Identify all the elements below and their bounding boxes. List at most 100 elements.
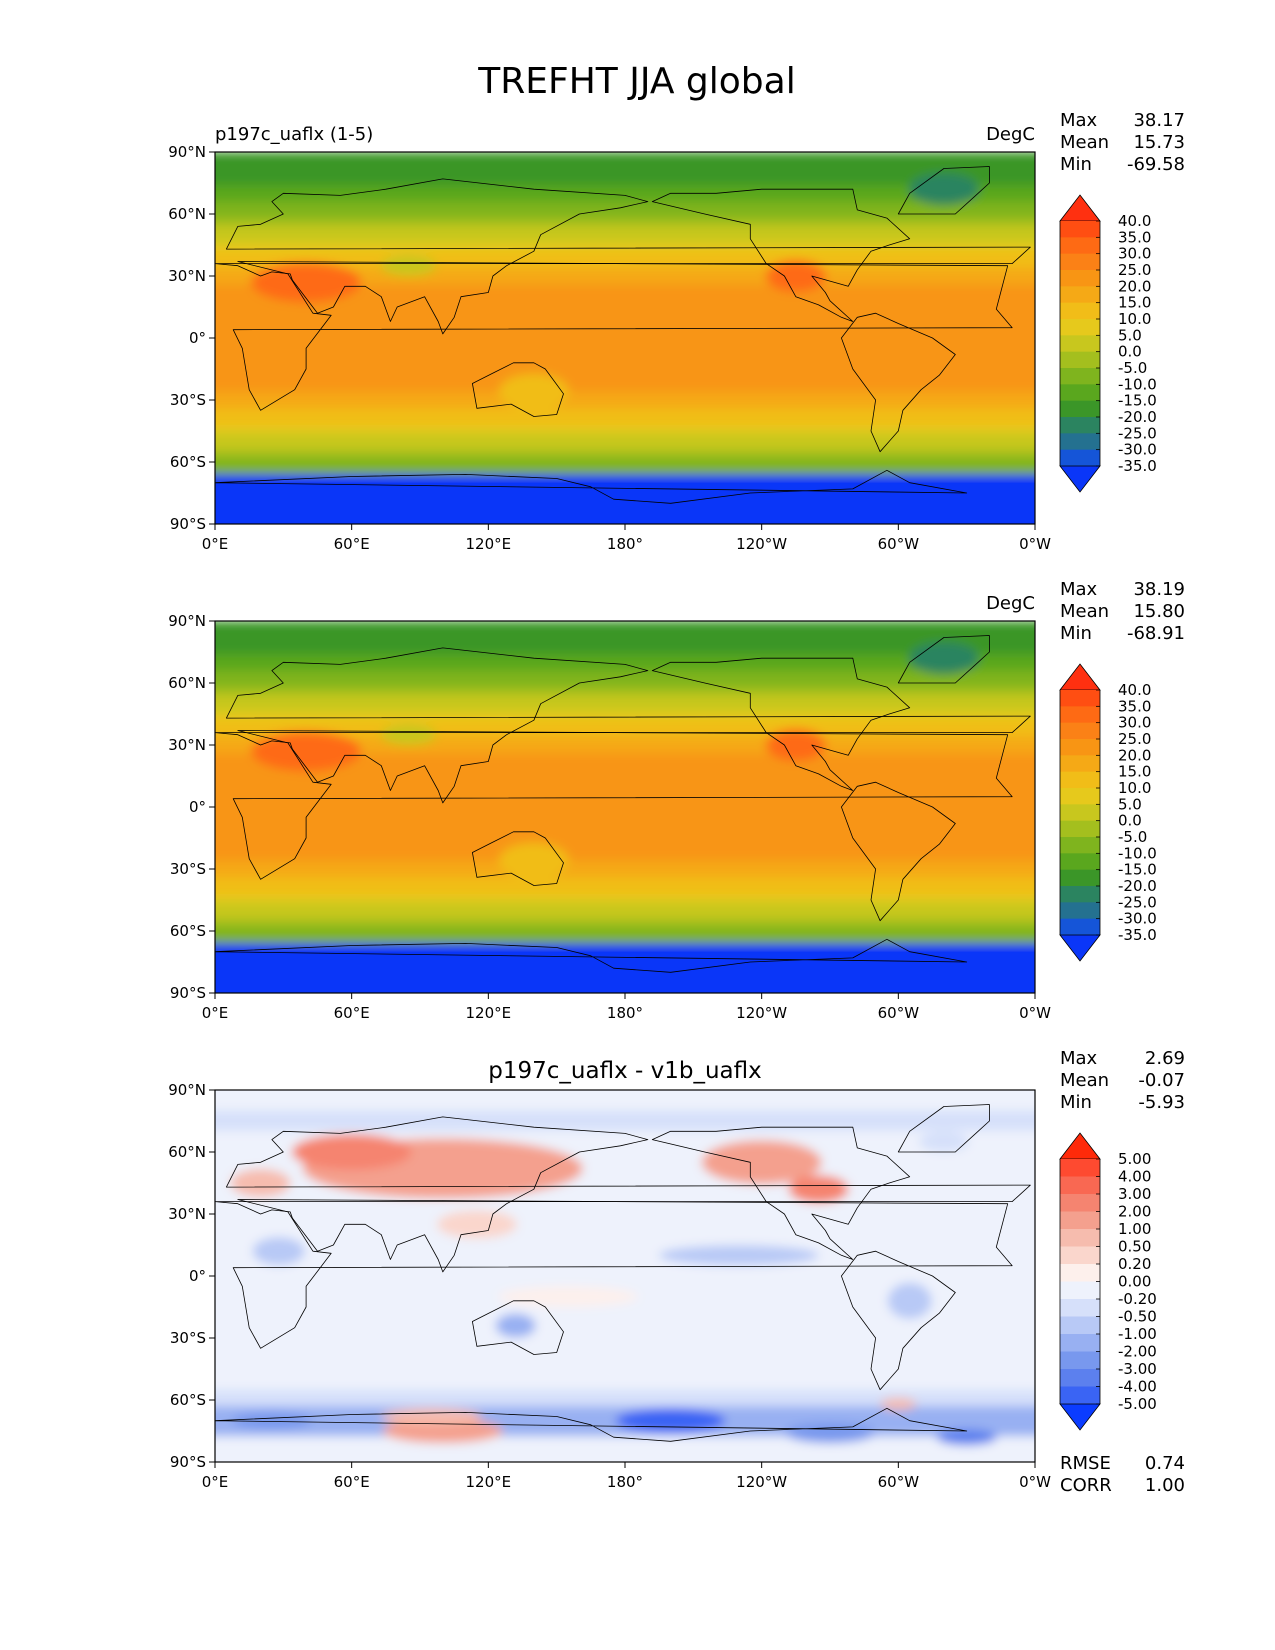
panel-units: DegC — [986, 124, 1035, 145]
colorbar-segment — [1060, 722, 1100, 740]
anomaly-blob — [887, 1282, 932, 1319]
field-band — [215, 827, 1035, 837]
colorbar-tick-label: 20.0 — [1118, 746, 1151, 764]
colorbar-frame — [1059, 221, 1101, 466]
coastline-3 — [651, 657, 911, 791]
panel-units: DegC — [986, 593, 1035, 614]
colorbar-tick-label: 35.0 — [1118, 697, 1151, 715]
anomaly-blob — [291, 1134, 412, 1170]
field-band — [215, 400, 1035, 409]
colorbar-tick-label: 40.0 — [1118, 212, 1151, 230]
colorbar-tick-label: -10.0 — [1118, 375, 1157, 393]
field-band — [215, 852, 1035, 862]
colorbar-segment — [1060, 804, 1100, 822]
colorbar-tick-label: -20.0 — [1118, 877, 1157, 895]
coastline-6 — [215, 469, 968, 524]
hot-spot — [251, 731, 362, 772]
field-band — [215, 943, 1035, 953]
field-band — [215, 433, 1035, 442]
stat-label: Max — [1060, 110, 1098, 131]
field-band — [215, 769, 1035, 779]
x-tick-label: 0°E — [202, 535, 229, 553]
field-band — [215, 317, 1035, 327]
field-band — [215, 375, 1035, 385]
x-tick-label: 180° — [607, 1473, 643, 1491]
coastline-5 — [897, 1104, 990, 1153]
colorbar-segment — [1060, 886, 1100, 903]
colorbar-segment — [1060, 788, 1100, 805]
panel-2: 0°E 60°E 120°E 180° 120°W 60°W 0°W 90°N 60°N 30°N… — [168, 579, 1185, 1022]
colorbar-tick-label: 5.00 — [1118, 1150, 1151, 1168]
colorbar-segment — [1060, 1386, 1100, 1405]
colorbar-segment — [1060, 739, 1100, 756]
colorbar-tick-label: 0.00 — [1118, 1273, 1151, 1291]
x-tick-label: 0°W — [1019, 535, 1051, 553]
y-tick-label: 30°N — [168, 267, 206, 285]
colorbar: 40.035.030.025.020.015.010.05.00.0-5.0-1… — [1059, 663, 1157, 962]
colorbar-segment — [1060, 837, 1100, 854]
stat-value: -5.93 — [1138, 1092, 1185, 1113]
stat-value: 38.17 — [1133, 110, 1185, 131]
colorbar-tick-label: 40.0 — [1118, 681, 1151, 699]
field-band — [215, 654, 1035, 663]
field-band — [215, 176, 1035, 186]
anomaly-blob — [880, 1398, 917, 1411]
field-band — [215, 629, 1035, 639]
field-band — [215, 358, 1035, 368]
colorbar-tick-label: 10.0 — [1118, 310, 1151, 328]
field-band — [215, 670, 1035, 680]
y-tick-label: 30°S — [170, 1329, 206, 1347]
colorbar-segment — [1060, 368, 1100, 385]
colorbar-tick-label: -25.0 — [1118, 893, 1157, 911]
y-tick-label: 30°N — [168, 1205, 206, 1223]
field-band — [215, 753, 1035, 763]
colorbar-tick-label: -10.0 — [1118, 844, 1157, 862]
figure-title: TREFHT JJA global — [477, 61, 795, 102]
colorbar-segment — [1060, 706, 1100, 724]
colorbar-segment — [1060, 1159, 1100, 1177]
colorbar-segment — [1060, 755, 1100, 773]
colorbar-tick-label: -4.00 — [1118, 1378, 1157, 1396]
colorbar-segment — [1060, 449, 1100, 467]
map-field — [215, 152, 1035, 524]
stat-label: Max — [1060, 579, 1098, 600]
y-tick-label: 60°S — [170, 922, 206, 940]
anomaly-blob — [381, 1408, 482, 1425]
colorbar-extend-min — [1059, 934, 1101, 962]
colorbar-tick-label: -20.0 — [1118, 408, 1157, 426]
antarctica-field — [215, 482, 1035, 524]
anomaly-blob — [230, 1169, 291, 1197]
stat-value: 0.74 — [1145, 1453, 1185, 1474]
x-tick-label: 0°E — [202, 1004, 229, 1022]
colorbar-tick-label: -15.0 — [1118, 392, 1157, 410]
colorbar-segment — [1060, 1369, 1100, 1387]
field-band — [215, 325, 1035, 335]
map-plot — [214, 1089, 1036, 1463]
colorbar-segment — [1060, 1316, 1100, 1335]
stat-value: 15.80 — [1133, 601, 1185, 622]
colorbar-tick-label: 0.0 — [1118, 812, 1142, 830]
colorbar-tick-label: 2.00 — [1118, 1203, 1151, 1221]
field-band — [215, 778, 1035, 787]
field-band — [215, 786, 1035, 796]
coastline-6 — [215, 938, 968, 993]
anomaly-blob — [615, 1408, 726, 1433]
plateau — [380, 724, 437, 745]
stat-label: RMSE — [1060, 1453, 1111, 1474]
field-band — [215, 242, 1035, 252]
coastline-6 — [215, 1407, 968, 1462]
field-band — [215, 193, 1035, 203]
hot-spot — [765, 260, 826, 292]
field-band — [215, 918, 1035, 928]
field-band — [215, 910, 1035, 920]
x-tick-label: 0°W — [1019, 1473, 1051, 1491]
field-band — [215, 835, 1035, 845]
field-band — [215, 234, 1035, 244]
panel-title-left: p197c_uaflx (1-5) — [215, 124, 373, 145]
field-band — [215, 902, 1035, 911]
field-band — [215, 703, 1035, 713]
x-tick-label: 120°W — [736, 1004, 787, 1022]
anomaly-blob — [701, 1140, 822, 1185]
colorbar-segment — [1060, 270, 1100, 287]
x-tick-label: 180° — [607, 535, 643, 553]
